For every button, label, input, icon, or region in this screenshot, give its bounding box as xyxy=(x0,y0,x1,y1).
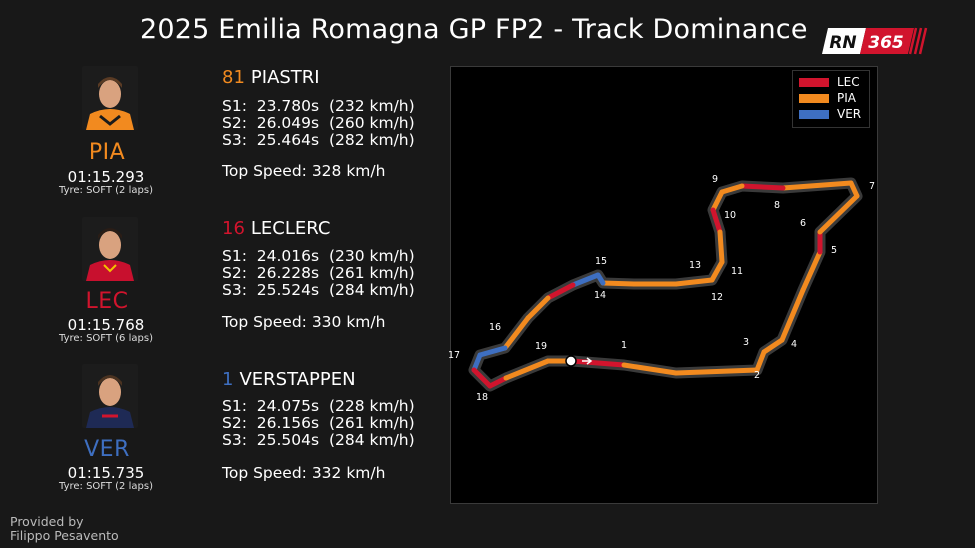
top-speed-leclerc: Top Speed: 330 km/h xyxy=(222,313,386,331)
driver-code-verstappen: VER xyxy=(84,437,130,462)
tyre-info-piastri: Tyre: SOFT (2 laps) xyxy=(59,185,153,196)
lap-time-verstappen: 01:15.735 xyxy=(67,464,145,482)
top-speed-piastri: Top Speed: 328 km/h xyxy=(222,162,386,180)
driver-name-verstappen: VERSTAPPEN xyxy=(239,369,356,390)
sector1-verstappen: S1: 24.075s (228 km/h) xyxy=(222,397,415,415)
sector1-leclerc: S1: 24.016s (230 km/h) xyxy=(222,247,415,265)
driver-header-leclerc: 16 LECLERC xyxy=(222,218,330,239)
driver-header-piastri: 81 PIASTRI xyxy=(222,67,320,88)
chart-title: 2025 Emilia Romagna GP FP2 - Track Domin… xyxy=(140,14,808,45)
tyre-info-leclerc: Tyre: SOFT (6 laps) xyxy=(59,333,153,344)
driver-code-leclerc: LEC xyxy=(85,289,129,314)
sector2-leclerc: S2: 26.228s (261 km/h) xyxy=(222,264,415,282)
driver-photo-verstappen xyxy=(82,364,138,428)
sector2-piastri: S2: 26.049s (260 km/h) xyxy=(222,114,415,132)
legend-swatch-lec xyxy=(799,78,829,87)
sector1-piastri: S1: 23.780s (232 km/h) xyxy=(222,97,415,115)
legend-swatch-ver xyxy=(799,110,829,119)
sector3-leclerc: S3: 25.524s (284 km/h) xyxy=(222,281,415,299)
lap-time-leclerc: 01:15.768 xyxy=(67,316,145,334)
credit-line-2: Filippo Pesavento xyxy=(10,528,119,543)
driver-header-verstappen: 1 VERSTAPPEN xyxy=(222,369,356,390)
top-speed-verstappen: Top Speed: 332 km/h xyxy=(222,464,386,482)
driver-number-verstappen: 1 xyxy=(222,369,234,390)
legend-item-lec: LEC xyxy=(799,75,860,91)
logo-right-text: 365 xyxy=(868,33,904,53)
sector3-verstappen: S3: 25.504s (284 km/h) xyxy=(222,431,415,449)
driver-name-leclerc: LECLERC xyxy=(250,218,331,239)
legend: LEC PIA VER xyxy=(792,70,870,128)
driver-name-piastri: PIASTRI xyxy=(250,67,320,88)
track-map-panel xyxy=(450,66,878,504)
credit-line-1: Provided by xyxy=(10,514,84,529)
logo-left-text: RN xyxy=(829,33,856,53)
legend-item-pia: PIA xyxy=(799,91,856,107)
sector2-verstappen: S2: 26.156s (261 km/h) xyxy=(222,414,415,432)
legend-item-ver: VER xyxy=(799,107,861,123)
lap-time-piastri: 01:15.293 xyxy=(67,168,145,186)
driver-photo-piastri xyxy=(82,66,138,130)
legend-label-ver: VER xyxy=(837,107,862,121)
sector3-piastri: S3: 25.464s (282 km/h) xyxy=(222,131,415,149)
legend-label-pia: PIA xyxy=(837,91,856,105)
credit: Provided by Filippo Pesavento xyxy=(10,515,119,543)
legend-swatch-pia xyxy=(799,94,829,103)
driver-photo-leclerc xyxy=(82,217,138,281)
rn365-logo: RN 365 xyxy=(822,26,928,56)
driver-number-leclerc: 16 xyxy=(222,218,245,239)
legend-label-lec: LEC xyxy=(837,75,860,89)
driver-code-piastri: PIA xyxy=(88,140,126,165)
tyre-info-verstappen: Tyre: SOFT (2 laps) xyxy=(59,481,153,492)
driver-number-piastri: 81 xyxy=(222,67,245,88)
